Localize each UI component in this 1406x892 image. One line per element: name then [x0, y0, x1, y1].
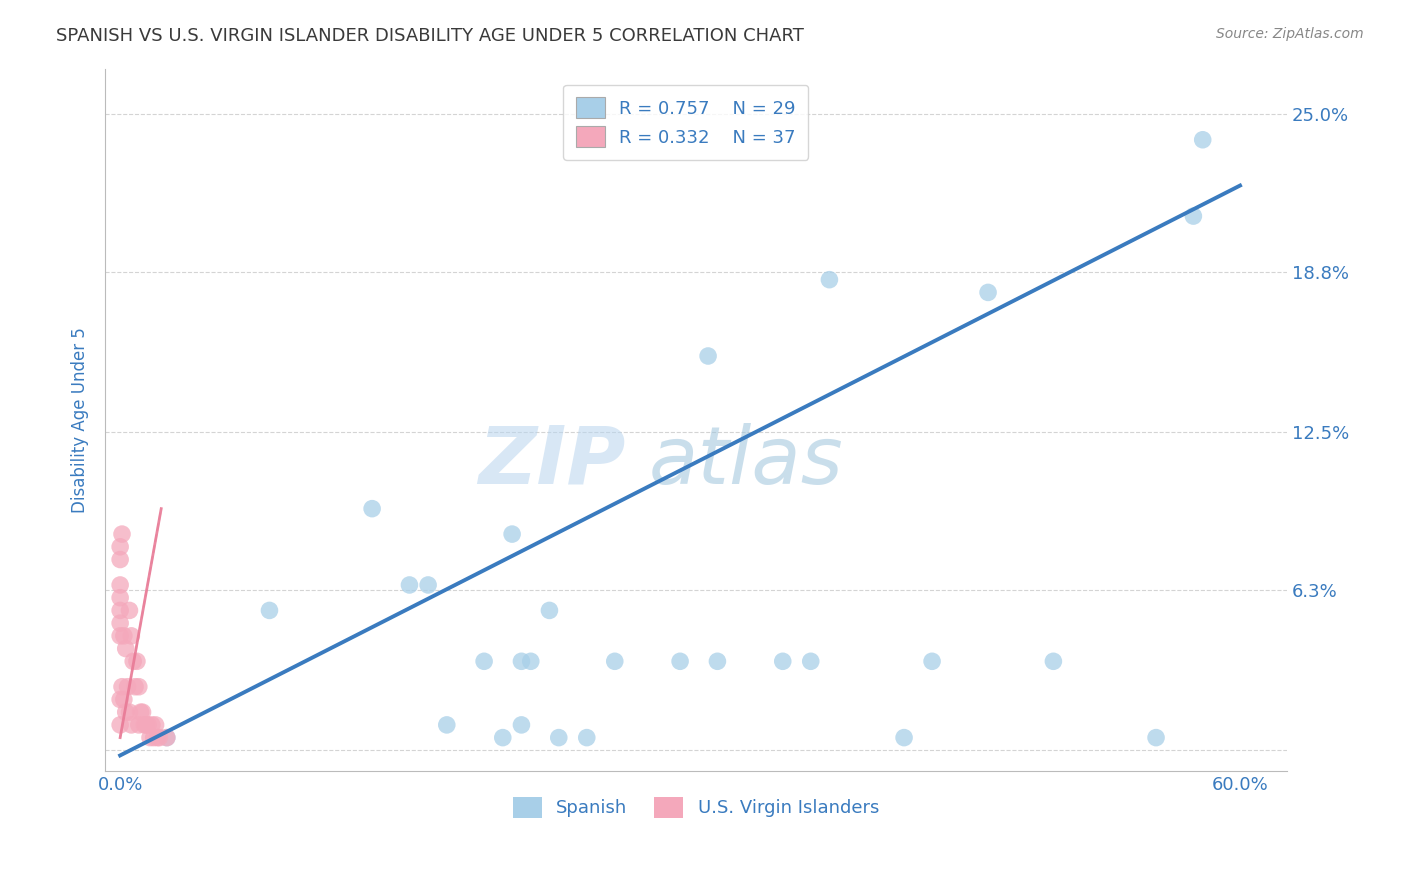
Point — [436, 718, 458, 732]
Point — [111, 680, 134, 694]
Point — [122, 654, 145, 668]
Point — [125, 654, 148, 668]
Legend: Spanish, U.S. Virgin Islanders: Spanish, U.S. Virgin Islanders — [506, 789, 886, 825]
Point — [772, 654, 794, 668]
Point — [108, 540, 131, 554]
Point — [547, 731, 569, 745]
Point — [112, 692, 135, 706]
Point — [111, 527, 134, 541]
Point — [1182, 209, 1205, 223]
Point — [361, 501, 384, 516]
Point — [139, 731, 162, 745]
Point — [520, 654, 543, 668]
Point — [575, 731, 598, 745]
Point — [124, 680, 146, 694]
Point — [120, 718, 142, 732]
Point — [1191, 133, 1213, 147]
Point — [108, 603, 131, 617]
Point — [129, 705, 152, 719]
Point — [120, 629, 142, 643]
Point — [145, 718, 167, 732]
Point — [142, 731, 165, 745]
Point — [603, 654, 626, 668]
Point — [148, 731, 170, 745]
Point — [706, 654, 728, 668]
Y-axis label: Disability Age Under 5: Disability Age Under 5 — [72, 326, 89, 513]
Point — [108, 616, 131, 631]
Point — [697, 349, 720, 363]
Point — [108, 578, 131, 592]
Point — [112, 629, 135, 643]
Point — [108, 552, 131, 566]
Point — [800, 654, 823, 668]
Point — [501, 527, 523, 541]
Point — [398, 578, 420, 592]
Point — [108, 692, 131, 706]
Point — [136, 718, 159, 732]
Point — [134, 718, 156, 732]
Point — [131, 705, 153, 719]
Point — [416, 578, 439, 592]
Point — [156, 731, 179, 745]
Text: atlas: atlas — [648, 423, 844, 500]
Point — [118, 705, 141, 719]
Point — [108, 629, 131, 643]
Point — [669, 654, 692, 668]
Point — [117, 680, 139, 694]
Point — [921, 654, 943, 668]
Point — [128, 718, 150, 732]
Text: SPANISH VS U.S. VIRGIN ISLANDER DISABILITY AGE UNDER 5 CORRELATION CHART: SPANISH VS U.S. VIRGIN ISLANDER DISABILI… — [56, 27, 804, 45]
Point — [108, 591, 131, 605]
Point — [492, 731, 515, 745]
Point — [146, 731, 169, 745]
Point — [128, 680, 150, 694]
Point — [510, 718, 533, 732]
Point — [135, 718, 157, 732]
Point — [114, 641, 136, 656]
Text: ZIP: ZIP — [478, 423, 626, 500]
Point — [818, 273, 841, 287]
Point — [118, 603, 141, 617]
Point — [156, 731, 179, 745]
Point — [472, 654, 495, 668]
Point — [1042, 654, 1064, 668]
Point — [259, 603, 281, 617]
Point — [114, 705, 136, 719]
Point — [141, 718, 163, 732]
Point — [893, 731, 915, 745]
Text: Source: ZipAtlas.com: Source: ZipAtlas.com — [1216, 27, 1364, 41]
Point — [510, 654, 533, 668]
Point — [977, 285, 1000, 300]
Point — [108, 718, 131, 732]
Point — [538, 603, 561, 617]
Point — [1144, 731, 1167, 745]
